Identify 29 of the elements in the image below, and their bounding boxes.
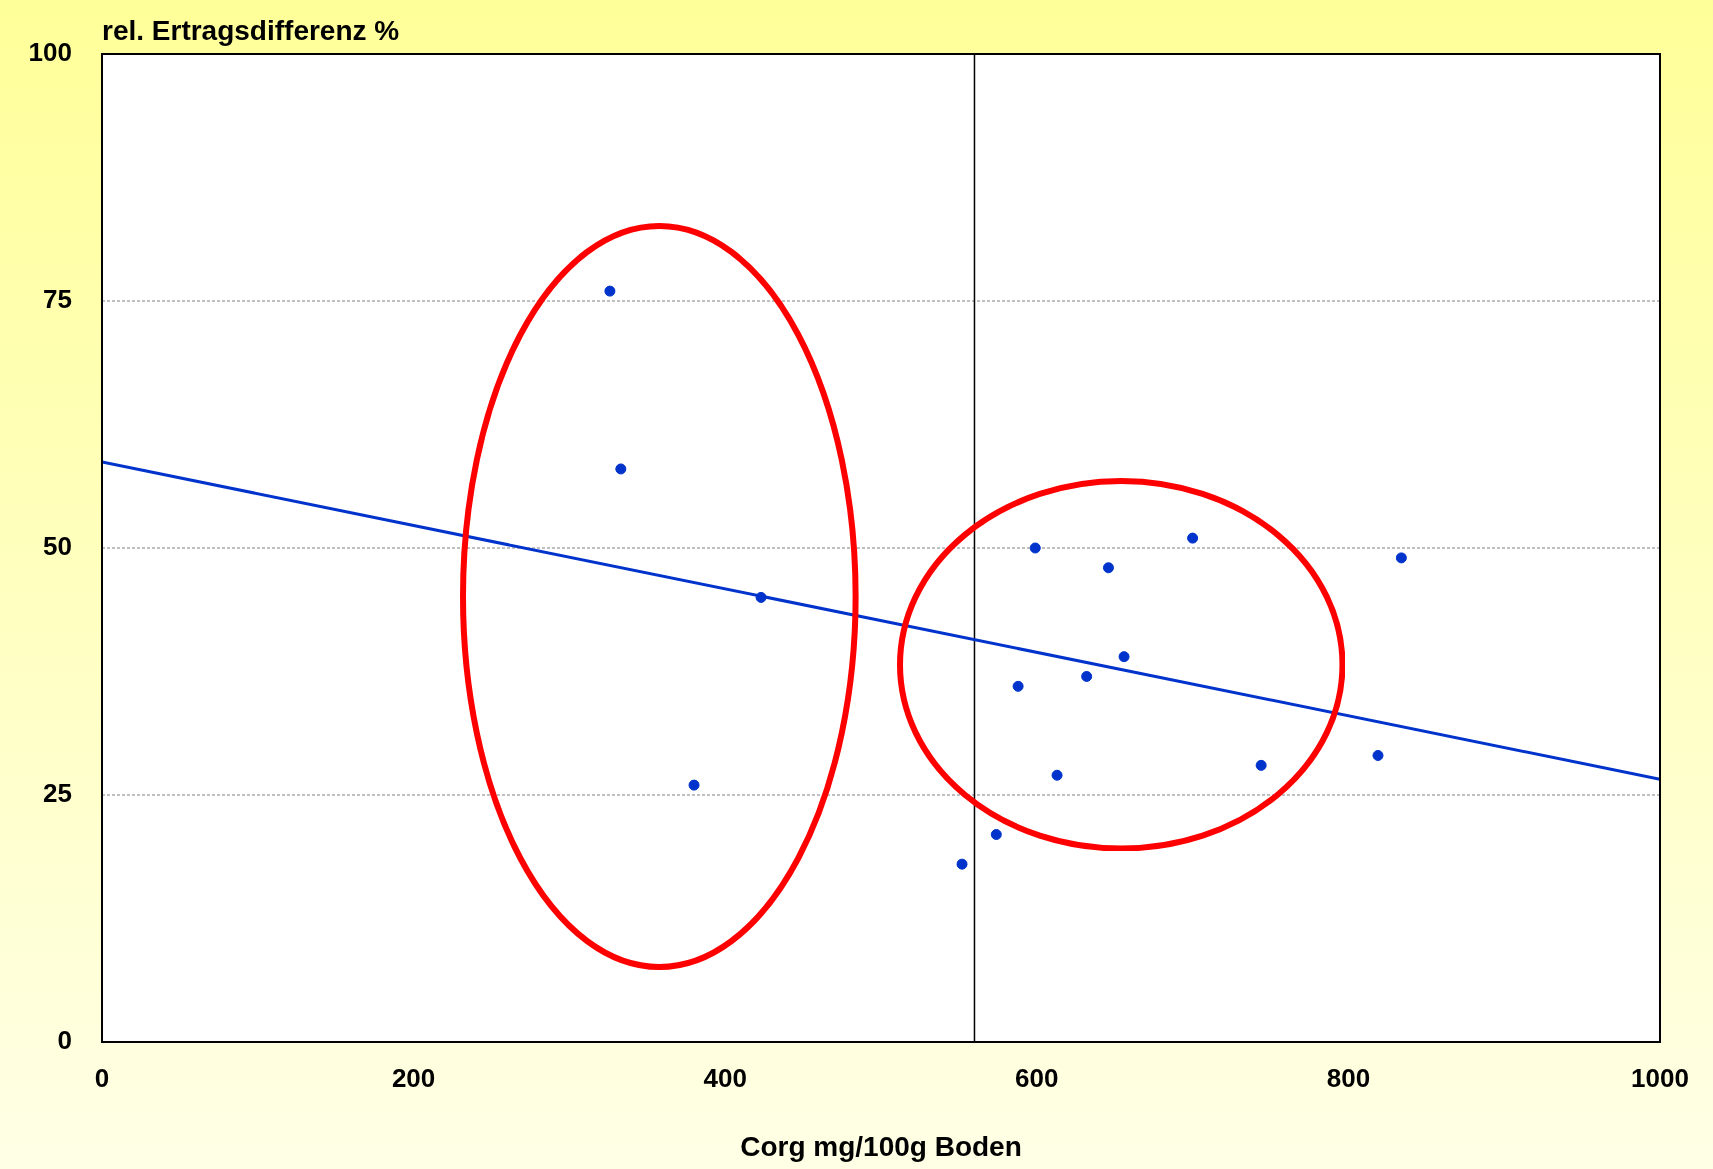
x-tick-label: 200 xyxy=(391,1062,436,1093)
point xyxy=(1102,562,1114,574)
y-axis-title: rel. Ertragsdifferenz % xyxy=(102,14,400,46)
point xyxy=(1029,542,1041,554)
point xyxy=(604,285,616,297)
point xyxy=(1118,651,1130,663)
x-axis-title: Corg mg/100g Boden xyxy=(740,1130,1022,1162)
point xyxy=(1187,532,1199,544)
point xyxy=(688,779,700,791)
x-tick-label: 800 xyxy=(1326,1062,1371,1093)
x-tick-label: 600 xyxy=(1015,1062,1059,1093)
point xyxy=(1051,769,1063,781)
point xyxy=(956,858,968,870)
point xyxy=(990,829,1002,841)
y-tick-label: 75 xyxy=(43,284,72,315)
y-tick-label: 0 xyxy=(57,1025,72,1056)
y-tick-label: 50 xyxy=(43,531,72,562)
point xyxy=(755,591,767,603)
x-tick-label: 1000 xyxy=(1631,1062,1689,1093)
y-tick-label: 100 xyxy=(28,37,72,68)
point xyxy=(1255,759,1267,771)
point xyxy=(1372,749,1384,761)
y-tick-label: 25 xyxy=(43,778,72,809)
x-tick-label: 0 xyxy=(94,1062,110,1093)
point xyxy=(1395,552,1407,564)
point xyxy=(1012,680,1024,692)
x-tick-label: 400 xyxy=(703,1062,747,1093)
point xyxy=(615,463,627,475)
point xyxy=(1081,670,1093,682)
